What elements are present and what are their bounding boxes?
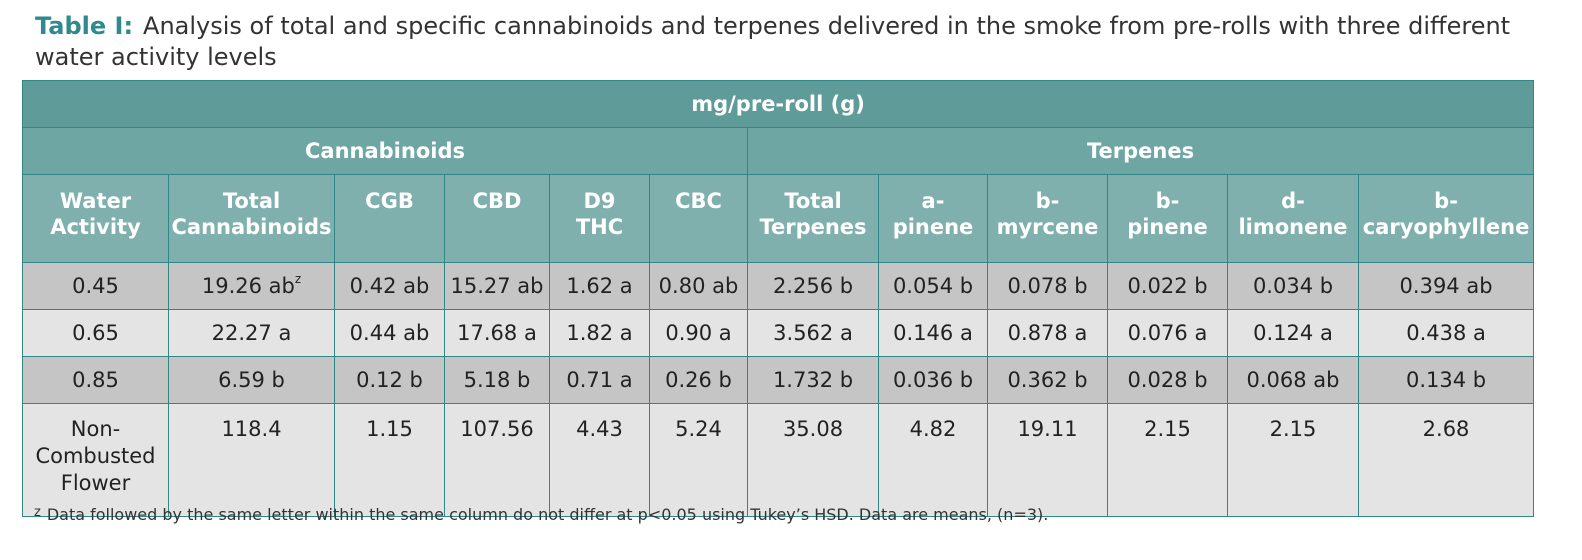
data-table: mg/pre-roll (g) Cannabinoids Terpenes Wa… [21, 80, 1535, 517]
table-cell: 2.15 [1107, 403, 1228, 517]
footnote: z Data followed by the same letter within… [34, 505, 1048, 524]
table-cell: 5.18 b [444, 356, 550, 404]
footnote-marker: z [34, 505, 41, 520]
column-header: b-caryophyllene [1357, 174, 1535, 263]
table-cell: 1.732 b [747, 356, 879, 404]
table-cell: 1.62 a [549, 262, 650, 310]
table-cell: 0.022 b [1107, 262, 1228, 310]
water-activity-cell: 0.85 [22, 356, 169, 404]
column-header: d-limonene [1227, 174, 1359, 263]
table-cell: 0.028 b [1107, 356, 1228, 404]
table-cell: 118.4 [168, 403, 335, 517]
table-cell: 0.076 a [1107, 309, 1228, 357]
table-cell: 3.562 a [747, 309, 879, 357]
table-cell: 0.362 b [987, 356, 1108, 404]
table-cell: 0.12 b [334, 356, 445, 404]
table-cell: 0.078 b [987, 262, 1108, 310]
water-activity-cell: 0.45 [22, 262, 169, 310]
table-body: 0.45 19.26 abz 0.42 ab 15.27 ab 1.62 a 0.80 a… [22, 262, 1535, 517]
column-header: b-myrcene [987, 174, 1108, 263]
table-cell: 5.24 [649, 403, 748, 517]
table-cell: 0.124 a [1227, 309, 1359, 357]
water-activity-cell: Non- Combusted Flower [22, 403, 169, 517]
table-cell: 0.878 a [987, 309, 1108, 357]
table-cell: 0.034 b [1227, 262, 1359, 310]
table-cell: 0.146 a [878, 309, 988, 357]
table-cell: 15.27 ab [444, 262, 550, 310]
table-cell: 4.43 [549, 403, 650, 517]
group-header-terpenes: Terpenes [746, 127, 1535, 175]
table-cell: 19.26 abz [168, 262, 335, 310]
table-cell: 0.438 a [1357, 309, 1535, 357]
table-cell: 0.134 b [1357, 356, 1535, 404]
table-row: 0.65 22.27 a 0.44 ab 17.68 a 1.82 a 0.90 a 3.5… [22, 309, 1535, 357]
table-cell: 0.054 b [878, 262, 988, 310]
caption-text: Analysis of total and specific cannabino… [35, 12, 1511, 71]
table-cell: 1.15 [334, 403, 445, 517]
table-cell: 0.90 a [649, 309, 748, 357]
column-header: b-pinene [1107, 174, 1228, 263]
table-cell: 4.82 [878, 403, 988, 517]
table-row: Non- Combusted Flower 118.4 1.15 107.56 4.43 5.… [22, 403, 1535, 517]
footnote-text: Data followed by the same letter within … [46, 505, 1049, 524]
table-row: 0.85 6.59 b 0.12 b 5.18 b 0.71 a 0.26 b 1.732 … [22, 356, 1535, 404]
table-cell: 107.56 [444, 403, 550, 517]
table-cell: 0.068 ab [1227, 356, 1359, 404]
table-row: 0.45 19.26 abz 0.42 ab 15.27 ab 1.62 a 0.80 a… [22, 262, 1535, 310]
table-cell: 0.26 b [649, 356, 748, 404]
table-cell: 2.256 b [747, 262, 879, 310]
column-header: Total Cannabinoids [168, 174, 335, 263]
table-cell: 1.82 a [549, 309, 650, 357]
group-header-cannabinoids: Cannabinoids [22, 127, 748, 175]
column-header: Water Activity [22, 174, 169, 263]
table-caption: Table I: Analysis of total and specific c… [35, 11, 1545, 73]
column-header: D9 THC [549, 174, 650, 263]
footnote-reference: z [294, 272, 302, 286]
water-activity-cell: 0.65 [22, 309, 169, 357]
column-header: Total Terpenes [747, 174, 879, 263]
table-cell: 0.036 b [878, 356, 988, 404]
column-header: CGB [334, 174, 445, 263]
table-cell: 0.394 ab [1357, 262, 1535, 310]
table-cell: 0.80 ab [649, 262, 748, 310]
column-header: CBC [649, 174, 748, 263]
table-cell: 0.42 ab [334, 262, 445, 310]
table-cell: 6.59 b [168, 356, 335, 404]
table-cell: 2.68 [1357, 403, 1535, 517]
unit-header: mg/pre-roll (g) [21, 80, 1535, 128]
table-cell: 0.71 a [549, 356, 650, 404]
table-cell: 2.15 [1227, 403, 1359, 517]
table-cell: 22.27 a [168, 309, 335, 357]
column-header: CBD [444, 174, 550, 263]
table-cell: 17.68 a [444, 309, 550, 357]
table-cell: 0.44 ab [334, 309, 445, 357]
table-cell: 35.08 [747, 403, 879, 517]
column-header: a-pinene [878, 174, 988, 263]
column-header-row: Water Activity Total Cannabinoids CGB CBD D9 TH… [22, 174, 1535, 263]
table-cell: 19.11 [987, 403, 1108, 517]
caption-label: Table I: [35, 12, 134, 40]
